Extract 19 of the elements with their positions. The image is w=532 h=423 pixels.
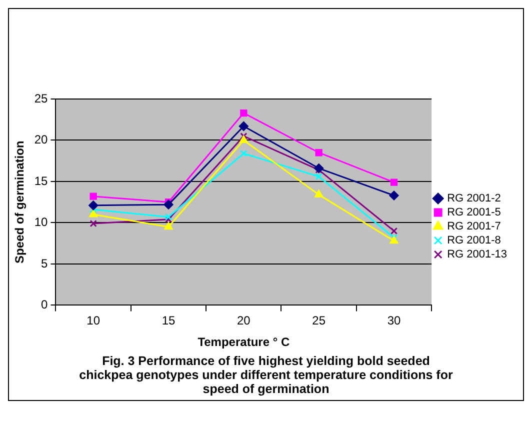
x-tick-label: 30 bbox=[387, 314, 401, 328]
legend-label: RG 2001-8 bbox=[447, 234, 501, 247]
x-tick-label: 15 bbox=[162, 314, 176, 328]
legend-label: RG 2001-7 bbox=[447, 220, 501, 233]
text: Fig. 3 Performance of five highest yielding bold seeded chickpea genotypes under different temperature conditions for speed of germination bbox=[78, 354, 454, 398]
y-tick-label: 0 bbox=[41, 298, 48, 312]
y-tick-label: 20 bbox=[34, 132, 48, 147]
x-tick-label: 25 bbox=[312, 314, 326, 328]
y-tick-label: 25 bbox=[34, 91, 48, 106]
legend-label: RG 2001-5 bbox=[447, 206, 501, 219]
x-tick-label: 20 bbox=[236, 314, 251, 328]
x-tick-label: 10 bbox=[86, 314, 100, 328]
y-tick-label: 15 bbox=[34, 174, 48, 188]
x-axis-title: Temperature ° C bbox=[198, 335, 290, 350]
legend-label: RG 2001-13 bbox=[447, 248, 508, 261]
y-axis-title: Speed of germination bbox=[12, 140, 27, 264]
legend-label: RG 2001-2 bbox=[447, 192, 501, 205]
y-tick-label: 5 bbox=[41, 256, 48, 270]
y-tick-label: 10 bbox=[34, 215, 48, 230]
